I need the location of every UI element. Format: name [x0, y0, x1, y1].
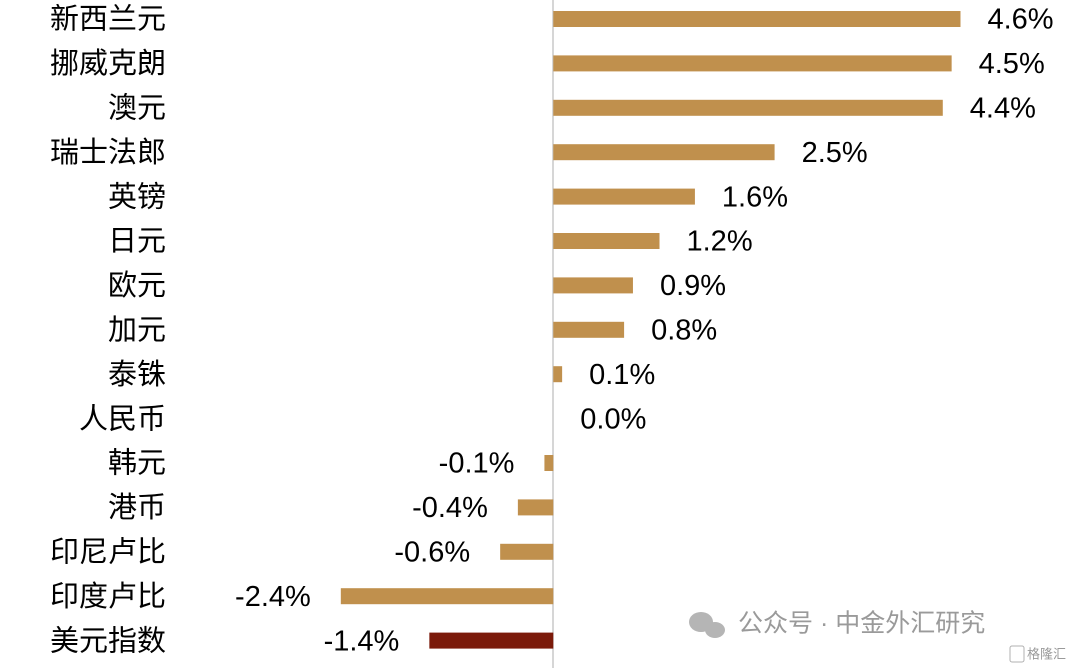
bar	[500, 543, 554, 560]
value-label: -0.1%	[439, 448, 515, 480]
value-label: 0.1%	[589, 359, 655, 391]
bar	[544, 455, 554, 471]
category-label: 澳元	[108, 91, 166, 124]
logo: 格隆汇	[1027, 646, 1066, 661]
watermark-icon	[689, 612, 725, 638]
category-label: 加元	[108, 314, 166, 346]
value-label: 0.8%	[651, 314, 717, 346]
category-label: 港币	[108, 491, 166, 524]
category-label: 英镑	[108, 180, 166, 213]
category-label: 美元指数	[50, 624, 166, 657]
category-label: 瑞士法郎	[50, 136, 166, 169]
category-label: 人民币	[79, 403, 166, 435]
value-label: 2.5%	[802, 137, 868, 169]
category-label: 印尼卢比	[50, 535, 166, 568]
value-label: 4.5%	[979, 48, 1045, 80]
value-label: -0.4%	[412, 492, 488, 524]
bar	[553, 233, 660, 249]
category-label: 日元	[108, 226, 166, 258]
value-label: 0.9%	[660, 270, 726, 302]
value-label: 1.2%	[687, 226, 753, 258]
category-label: 挪威克朗	[50, 47, 166, 80]
category-label: 新西兰元	[50, 3, 166, 36]
value-label: -1.4%	[324, 625, 400, 657]
bar	[553, 188, 695, 205]
category-label: 欧元	[108, 269, 166, 302]
bar	[553, 11, 961, 27]
bar	[553, 99, 943, 116]
bar	[340, 588, 554, 605]
category-label: 韩元	[108, 447, 166, 480]
value-label: -0.6%	[394, 536, 470, 568]
category-label: 印度卢比	[50, 580, 166, 613]
bar	[553, 321, 625, 338]
bar	[517, 499, 554, 516]
bar	[429, 632, 554, 649]
value-label: -2.4%	[235, 581, 311, 613]
value-label: 4.6%	[987, 4, 1053, 36]
value-label: 0.0%	[580, 403, 646, 435]
category-label: 泰铢	[108, 358, 166, 391]
value-label: 4.4%	[970, 92, 1036, 124]
logo-icon	[1009, 645, 1025, 663]
bar	[553, 366, 563, 383]
bar	[553, 55, 952, 72]
bar	[553, 144, 775, 161]
watermark: 公众号 · 中金外汇研究	[738, 610, 985, 638]
bar	[553, 277, 633, 294]
value-label: 1.6%	[722, 181, 788, 213]
